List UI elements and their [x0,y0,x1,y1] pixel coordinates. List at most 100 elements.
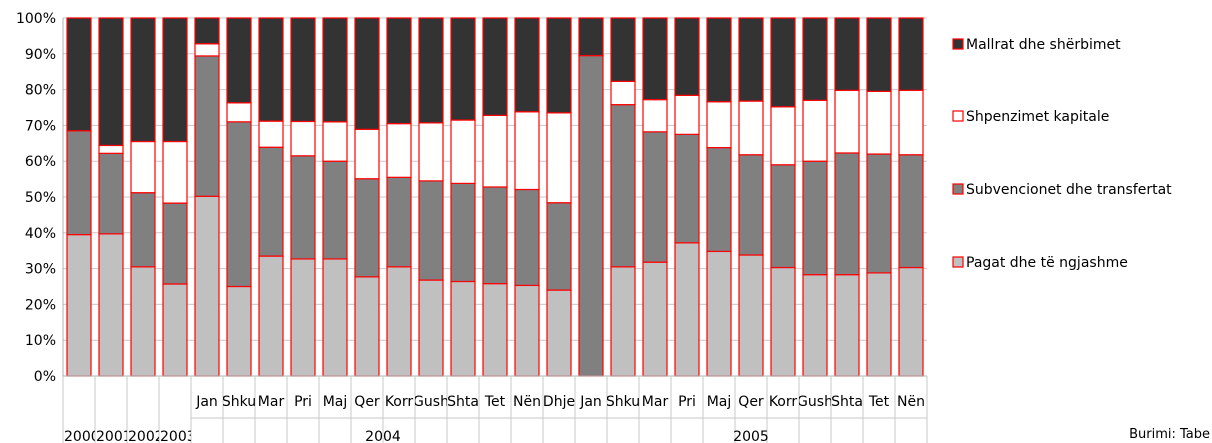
legend: Mallrat dhe shërbimet Shpenzimet kapitale… [952,37,1172,271]
x-tick-label: Tet [484,394,506,410]
x-tick-label: Mar [258,394,285,410]
bar-segment [770,106,796,166]
bar-segment [258,255,284,377]
bar-segment [162,140,188,204]
x-tick-label: Korr [385,394,414,410]
bar-segment [642,261,668,377]
bar-segment [802,274,828,377]
bar-segment [546,202,572,291]
bar-segment [322,121,348,162]
bar-segment [514,17,540,113]
bar-segment [418,17,444,124]
bar-segment [194,43,220,57]
x-tick-label: Nën [513,394,541,410]
bar-segment [354,17,380,130]
bar-segment [386,123,412,178]
x-tick-label: Jan [579,394,602,410]
bar-segment [290,17,316,123]
bar-segment [674,94,700,135]
bar-segment [706,17,732,103]
bar-segment [770,164,796,269]
bar-segment [162,202,188,285]
bar-segment [354,178,380,278]
bar-segment [354,276,380,377]
bar-segment [194,17,220,45]
x-tick-label: Qer [354,394,380,410]
bar-segment [98,152,124,235]
bar-segment [482,283,508,377]
bar-segment [258,17,284,122]
x-tick-label: Maj [323,394,348,410]
bar-segment [642,17,668,101]
y-tick-label: 70% [25,118,56,134]
bar-segment [162,283,188,377]
legend-label: Mallrat dhe shërbimet [966,37,1121,53]
y-tick-label: 30% [25,262,56,278]
bar-segment [898,89,924,156]
bar-segment [514,284,540,377]
bar-segment [706,250,732,377]
x-tick-label: 2003 [160,429,196,443]
y-tick-label: 0% [34,369,56,385]
bar-segment [450,119,476,184]
legend-label: Subvencionet dhe transfertat [966,182,1172,198]
bar-segment [898,154,924,269]
bar-segment [322,17,348,123]
x-tick-label: Gush [797,394,833,410]
y-tick-label: 60% [25,154,56,170]
y-tick-label: 80% [25,83,56,99]
y-tick-label: 40% [25,226,56,242]
bar-segment [706,101,732,149]
bar-segment [194,195,220,377]
bar-segment [66,130,92,236]
x-tick-label: Pri [294,394,312,410]
bar-segment [130,266,156,377]
bar-segment [514,188,540,287]
bar-segment [546,112,572,204]
x-tick-label: 2002 [128,429,164,443]
legend-swatch [952,38,964,50]
bar-segment [578,17,604,57]
bar-segment [706,146,732,253]
y-tick-label: 50% [25,190,56,206]
x-tick-label: 2000 [64,429,100,443]
source-note: Burimi: Tabe [1129,427,1210,442]
bar-segment [130,192,156,268]
bar-segment [546,17,572,114]
y-tick-label: 10% [25,333,56,349]
bar-segment [450,280,476,377]
bar-segment [802,17,828,101]
bar-segment [866,17,892,92]
bar-segment [226,102,252,123]
legend-swatch [952,110,964,122]
bar-segment [226,121,252,288]
bar-segment [738,254,764,377]
bar-segment [418,279,444,377]
bar-segment [194,55,220,197]
bar-segment [418,122,444,182]
bar-segment [642,131,668,263]
bar-segment [386,266,412,377]
bar-segment [610,17,636,82]
bar-segment [98,233,124,377]
bar-segment [610,266,636,377]
bar-segment [322,258,348,377]
bar-segment [834,274,860,377]
bar-segment [770,17,796,108]
bar-segment [258,146,284,257]
bar-segment [898,266,924,377]
bar-segment [418,180,444,281]
bar-segment [834,152,860,276]
y-tick-label: 20% [25,297,56,313]
bar-segment [834,89,860,154]
bar-segment [578,54,604,377]
x-tick-label: Qer [738,394,764,410]
bar-segment [642,99,668,133]
bar-segment [290,155,316,260]
x-tick-label: Tet [868,394,890,410]
x-tick-label: Maj [707,394,732,410]
x-tick-label: Shku [606,394,640,410]
bar-segment [546,289,572,377]
bar-segment [674,17,700,96]
